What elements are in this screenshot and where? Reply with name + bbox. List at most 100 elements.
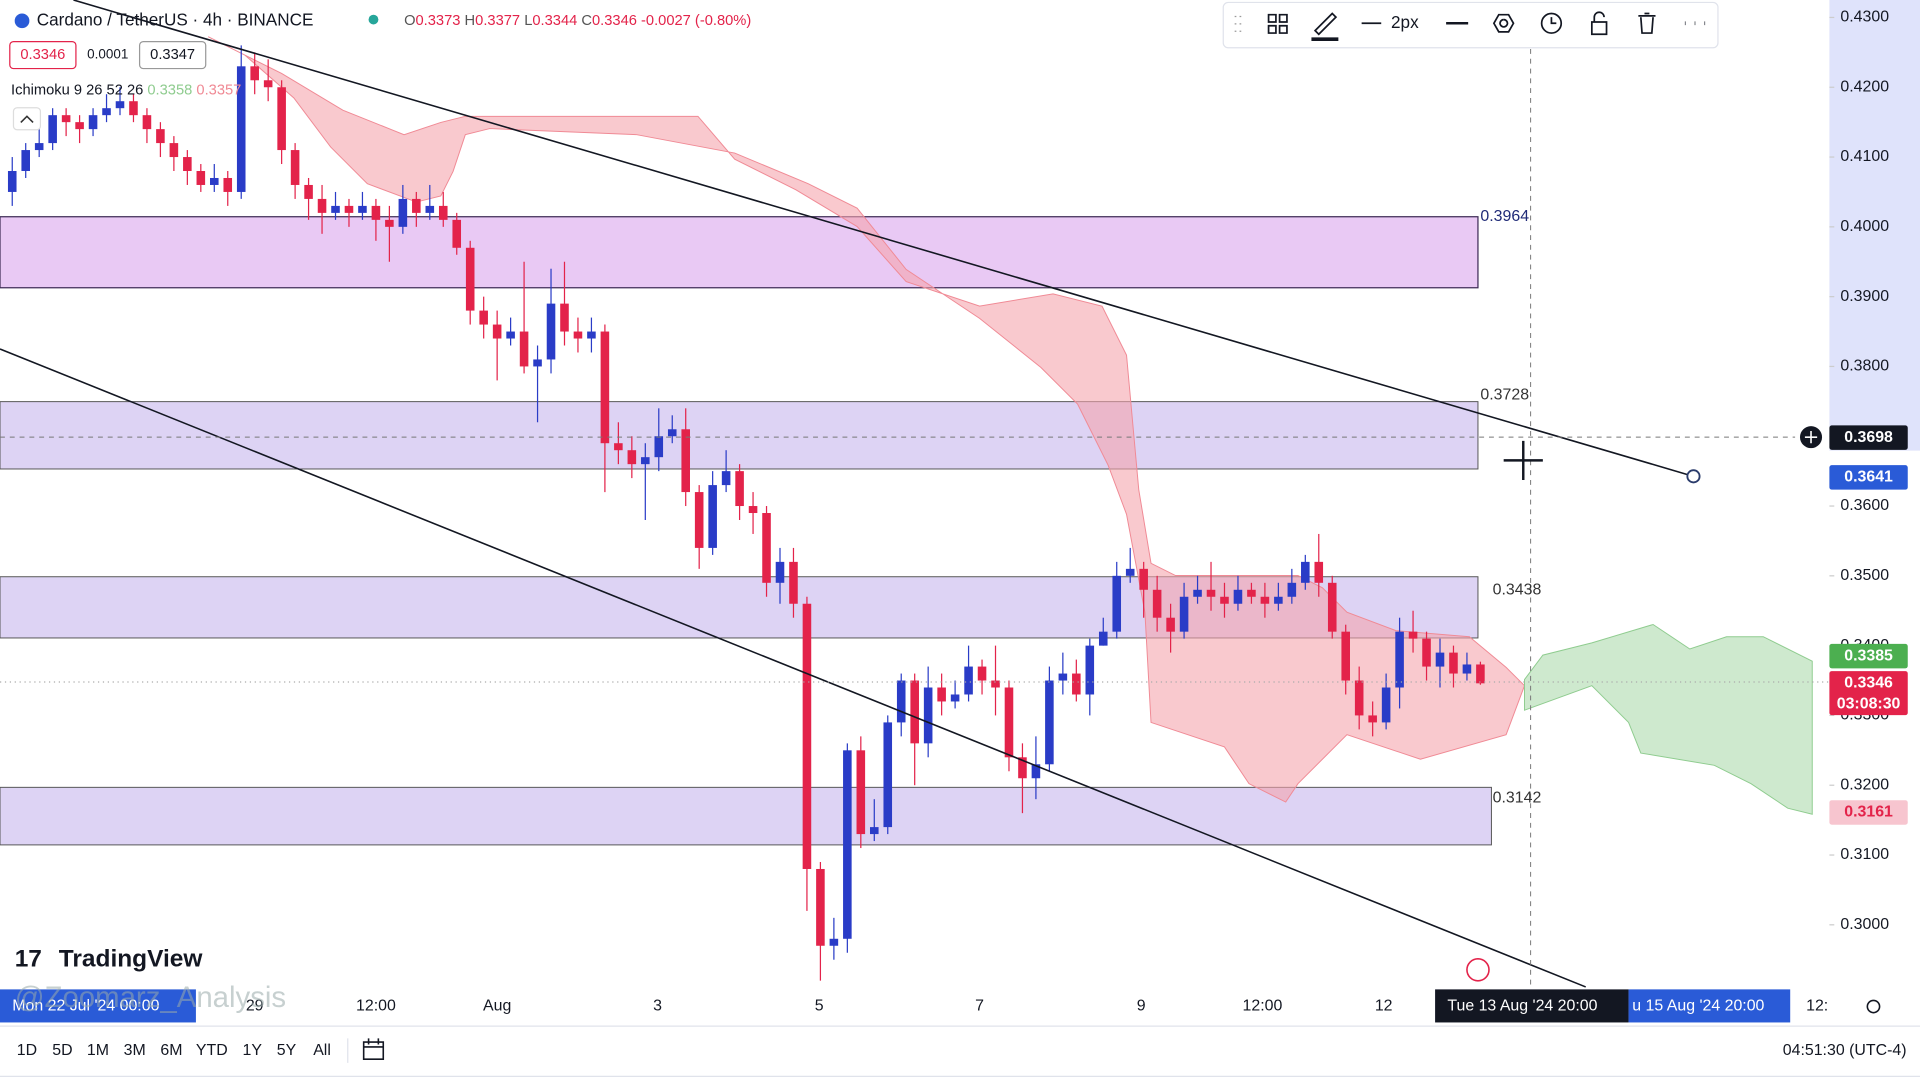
delete-icon[interactable]: [1638, 12, 1656, 34]
sell-button[interactable]: [9, 41, 77, 70]
candle-body: [1085, 645, 1095, 695]
price-scale: 0.43000.42000.41000.40000.39000.38000.37…: [1829, 9, 1908, 933]
time-label: 3: [653, 998, 662, 1015]
candle-body: [425, 205, 435, 213]
indicator-value: 0.3357: [196, 82, 241, 98]
range-button[interactable]: 6M: [160, 1042, 182, 1059]
candle-body: [250, 66, 259, 81]
candle-body: [789, 561, 798, 604]
candle-body: [1152, 589, 1162, 618]
candle-body: [1098, 631, 1108, 646]
candle-body: [1247, 589, 1256, 597]
range-button[interactable]: 5D: [52, 1042, 72, 1059]
range-button[interactable]: 5Y: [277, 1042, 297, 1059]
candle-body: [34, 143, 44, 151]
y-tick-label: 0.4000: [1840, 218, 1889, 235]
price-badge: [1829, 465, 1908, 490]
range-button[interactable]: YTD: [196, 1042, 228, 1059]
candle-body: [937, 687, 946, 702]
time-label: 12:00: [1243, 998, 1283, 1015]
zone: [0, 216, 1479, 289]
settings-icon[interactable]: [1492, 13, 1515, 33]
candle-body: [1072, 673, 1081, 695]
candle-body: [560, 303, 569, 332]
candle-body: [896, 680, 906, 723]
zone-label: 0.3142: [1493, 790, 1542, 807]
candle-body: [465, 247, 475, 311]
candles: [7, 45, 1485, 981]
range-end-badge: [1628, 989, 1791, 1023]
trendline-handle[interactable]: [1686, 469, 1701, 484]
ohlc-value: 0.3346: [592, 13, 637, 29]
pen-icon[interactable]: [1313, 12, 1338, 36]
candle-body: [1301, 561, 1310, 583]
candle-body: [1233, 589, 1243, 604]
spread: 0.0001: [87, 47, 128, 62]
candle-body: [1125, 568, 1135, 576]
candle-body: [183, 157, 192, 172]
scale-settings[interactable]: [1866, 999, 1881, 1014]
clock: 04:51:30 (UTC-4): [1783, 1042, 1907, 1059]
candle-body: [1368, 715, 1377, 723]
price-badge: [1829, 425, 1908, 450]
time-label: 12: [1375, 998, 1393, 1015]
candle-body: [1004, 687, 1014, 758]
candle-body: [829, 938, 839, 946]
drag-handle[interactable]: [1234, 15, 1242, 32]
range-button[interactable]: 1D: [17, 1042, 37, 1059]
candle-body: [236, 66, 246, 192]
lock-icon[interactable]: [1590, 11, 1608, 36]
y-tick-label: 0.3500: [1840, 567, 1889, 584]
ohlc-key: L: [524, 13, 532, 29]
candle-body: [223, 177, 233, 192]
candle-body: [533, 359, 542, 367]
collapse-button[interactable]: [12, 107, 42, 131]
range-start-badge: [0, 989, 196, 1023]
candle-body: [735, 471, 744, 507]
market-status: [368, 14, 379, 25]
candle-body: [156, 129, 165, 144]
template-icon[interactable]: [1267, 13, 1288, 34]
events-icon[interactable]: [1466, 957, 1490, 982]
candle-body: [1112, 575, 1122, 632]
price-badge-label: 0.3385: [1844, 647, 1893, 664]
candle-body: [21, 150, 30, 172]
candle-body: [883, 722, 893, 828]
indicator-legend: Ichimoku 9 26 52 26 0.3358 0.3357: [11, 82, 241, 98]
candle-body: [1422, 638, 1431, 667]
goto-date[interactable]: [362, 1038, 385, 1060]
candle-body: [546, 303, 556, 360]
logo: TradingView: [59, 945, 204, 972]
logo-mark: 17: [15, 945, 42, 972]
alert-icon[interactable]: [1540, 12, 1563, 34]
candle-body: [492, 324, 502, 339]
candle-body: [587, 331, 596, 339]
candle-body: [1408, 631, 1418, 639]
candle-body: [816, 868, 825, 946]
buy-button[interactable]: [138, 41, 207, 70]
time-label: 29: [246, 998, 264, 1015]
trendline: [0, 348, 1587, 988]
range-button[interactable]: All: [313, 1042, 331, 1059]
candle-body: [843, 750, 852, 939]
y-tick-label: 0.3600: [1840, 497, 1889, 514]
countdown: 03:08:30: [1837, 695, 1901, 712]
range-button[interactable]: 1Y: [243, 1042, 263, 1059]
candle-body: [1476, 664, 1485, 684]
time-label: 9: [1137, 998, 1146, 1015]
candle-body: [1274, 596, 1283, 604]
candle-body: [627, 450, 637, 465]
candle-body: [210, 177, 219, 185]
candle-body: [1045, 680, 1054, 765]
crosshair-time-badge: [1435, 989, 1629, 1023]
chevron: [20, 115, 34, 124]
indicator-value: 0.3358: [147, 82, 192, 98]
range-button[interactable]: 1M: [87, 1042, 109, 1059]
candle-body: [169, 143, 179, 158]
range-button[interactable]: 3M: [124, 1042, 146, 1059]
candle-body: [61, 115, 71, 123]
candle-body: [371, 205, 381, 220]
